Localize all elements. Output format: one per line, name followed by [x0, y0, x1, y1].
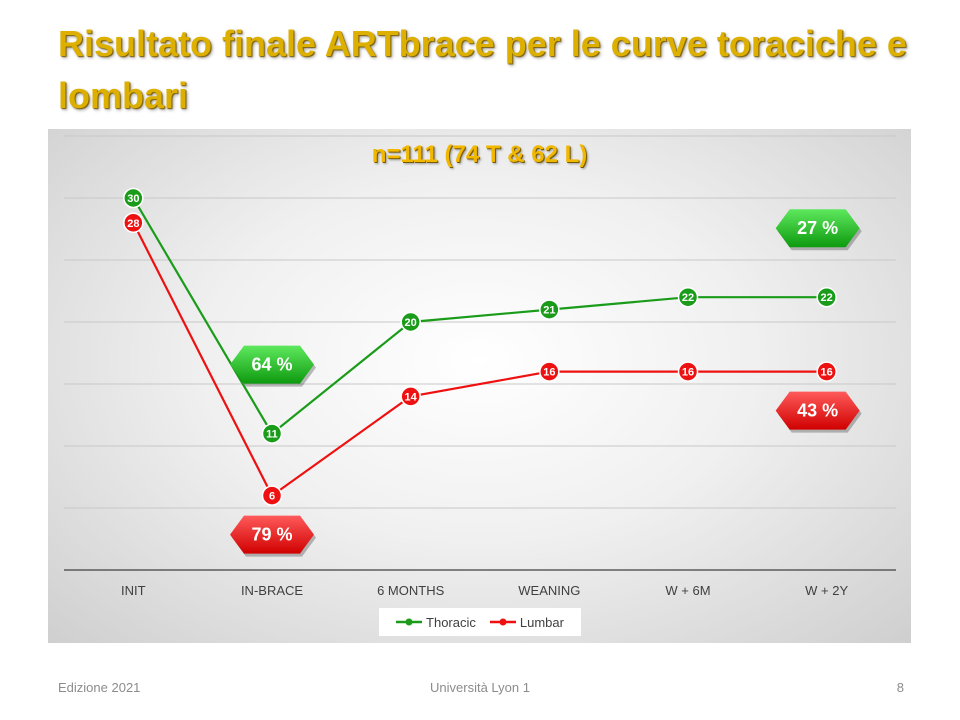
data-label: 30: [127, 193, 139, 205]
legend-label-thoracic: Thoracic: [426, 614, 476, 630]
footer-university: Università Lyon 1: [430, 680, 530, 695]
data-label: 6: [269, 491, 275, 503]
badge-label: 27 %: [797, 218, 838, 238]
data-label: 20: [405, 317, 417, 329]
series-line-thoracic: [132, 197, 827, 436]
data-label: 16: [543, 367, 555, 379]
x-tick-label: 6 MONTHS: [377, 583, 445, 598]
x-axis: INIT IN-BRACE 6 MONTHS WEANING W + 6M W + 2Y: [64, 569, 896, 598]
badge-shape: [230, 345, 314, 384]
gridlines: [64, 135, 896, 509]
x-tick-label: INIT: [121, 583, 146, 598]
legend-swatch-thoracic: [396, 618, 423, 626]
data-label: 16: [682, 367, 694, 379]
data-label: 28: [127, 218, 139, 230]
data-label: 11: [266, 429, 278, 441]
footer-edition: Edizione 2021: [58, 680, 141, 695]
data-point: [539, 299, 560, 320]
legend-swatch-lumbar: [489, 618, 516, 626]
badge-label: 64 %: [251, 355, 292, 375]
percentage-badge: 27 %: [775, 209, 862, 251]
data-label: 22: [821, 292, 833, 304]
x-tick-label: IN-BRACE: [241, 583, 303, 598]
badge-label: 79 %: [251, 525, 292, 545]
x-tick-label: W + 2Y: [805, 583, 848, 598]
data-points: 30 11 20 21 22 22 28 6 14 16 16 16: [123, 187, 837, 506]
data-point: [539, 361, 560, 382]
badge-shape: [775, 391, 860, 430]
percentage-badge: 64 %: [230, 345, 316, 387]
percentage-badge: 79 %: [230, 515, 316, 557]
series-lines: [132, 197, 827, 498]
data-point: [261, 485, 283, 506]
series-line-lumbar: [132, 222, 827, 498]
percentage-badges: 64 % 79 % 27 % 43 %: [230, 209, 862, 557]
legend-item-lumbar: Lumbar: [489, 614, 564, 630]
data-label: 22: [682, 292, 694, 304]
data-point: [123, 187, 144, 209]
data-label: 14: [405, 391, 418, 403]
legend-item-thoracic: Thoracic: [396, 615, 476, 630]
badge-shape: [775, 209, 860, 248]
chart-legend: Thoracic Lumbar: [379, 608, 581, 636]
percentage-badge: 43 %: [775, 391, 862, 433]
data-point: [816, 361, 837, 382]
x-tick-label: WEANING: [518, 583, 580, 598]
badge-label: 43 %: [797, 401, 838, 421]
data-point: [400, 311, 421, 333]
slide-number: 8: [896, 680, 904, 695]
chart-canvas: INIT IN-BRACE 6 MONTHS WEANING W + 6M W + 2Y …: [64, 135, 896, 598]
data-point: [261, 423, 283, 444]
legend-label-lumbar: Lumbar: [519, 614, 564, 630]
data-point: [677, 361, 699, 382]
data-point: [123, 212, 144, 234]
data-label: 21: [543, 305, 555, 317]
data-point: [816, 286, 837, 308]
data-label: 16: [821, 367, 833, 379]
data-point: [400, 386, 421, 407]
chart-title: n=111 (74 T & 62 L): [371, 141, 588, 168]
badge-shape: [230, 515, 314, 554]
data-point: [677, 286, 699, 308]
slide-title: Risultato finale ARTbrace per le curve t…: [58, 23, 907, 116]
x-tick-label: W + 6M: [665, 583, 710, 598]
line-chart: INIT IN-BRACE 6 MONTHS WEANING W + 6M W + 2Y …: [48, 129, 911, 643]
